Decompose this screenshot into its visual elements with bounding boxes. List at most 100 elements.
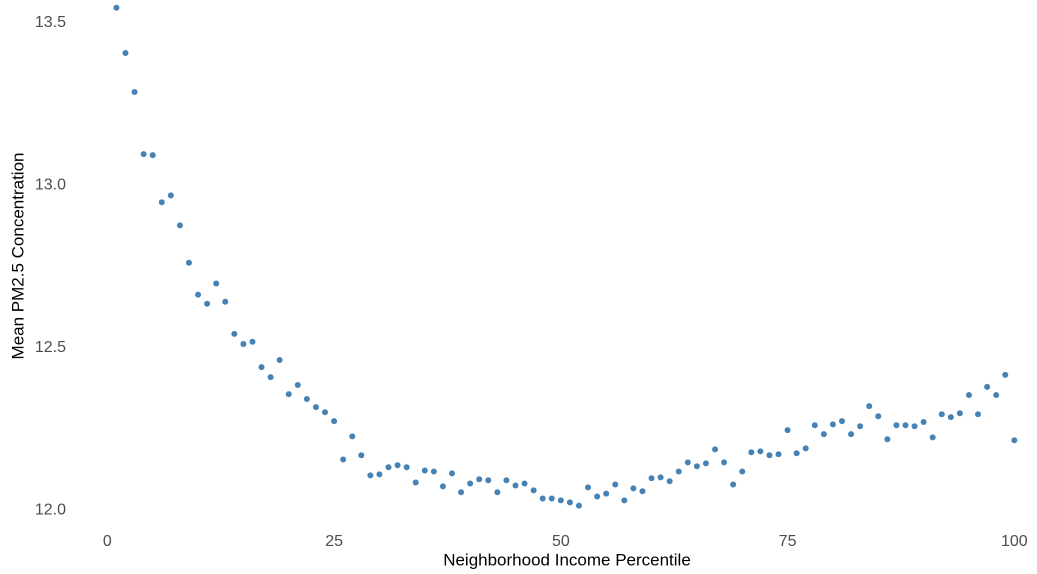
point bbox=[848, 431, 855, 438]
x-axis-title: Neighborhood Income Percentile bbox=[443, 550, 691, 569]
point bbox=[938, 411, 945, 418]
point bbox=[439, 483, 446, 490]
point bbox=[766, 452, 773, 459]
point bbox=[748, 449, 755, 456]
point bbox=[739, 468, 746, 475]
point bbox=[503, 477, 510, 484]
point bbox=[566, 499, 573, 506]
point bbox=[185, 259, 192, 266]
point bbox=[240, 341, 247, 348]
point bbox=[993, 392, 1000, 399]
point bbox=[385, 464, 392, 471]
point bbox=[793, 450, 800, 457]
point bbox=[648, 475, 655, 482]
point bbox=[158, 199, 165, 206]
point bbox=[639, 488, 646, 495]
point bbox=[367, 472, 374, 479]
point bbox=[458, 489, 465, 496]
point bbox=[721, 459, 728, 466]
point bbox=[122, 50, 129, 56]
point bbox=[349, 433, 356, 440]
point bbox=[657, 474, 664, 481]
x-tick-label: 100 bbox=[1001, 533, 1028, 550]
point bbox=[403, 464, 410, 471]
point bbox=[131, 89, 138, 96]
point bbox=[140, 151, 147, 158]
point bbox=[303, 395, 310, 402]
point bbox=[467, 480, 474, 487]
y-tick-label: 13.5 bbox=[35, 14, 66, 31]
point bbox=[476, 476, 483, 483]
x-tick-label: 50 bbox=[552, 533, 570, 550]
point bbox=[820, 431, 827, 438]
point bbox=[585, 484, 592, 491]
point bbox=[630, 485, 637, 492]
point bbox=[430, 468, 437, 475]
point bbox=[712, 446, 719, 453]
point bbox=[258, 364, 265, 371]
y-tick-label: 12.5 bbox=[35, 339, 66, 356]
point bbox=[167, 192, 174, 199]
point bbox=[494, 489, 501, 496]
point bbox=[666, 478, 673, 485]
point bbox=[512, 482, 519, 489]
point bbox=[621, 497, 628, 504]
point bbox=[485, 477, 492, 484]
point bbox=[975, 411, 982, 418]
point bbox=[231, 330, 238, 337]
y-axis-title: Mean PM2.5 Concentration bbox=[8, 153, 27, 360]
point bbox=[267, 374, 274, 381]
point bbox=[294, 381, 301, 388]
point bbox=[929, 434, 936, 441]
point bbox=[204, 300, 211, 307]
point bbox=[539, 495, 546, 502]
point bbox=[730, 481, 737, 488]
point bbox=[702, 460, 709, 467]
point bbox=[249, 338, 256, 345]
point bbox=[213, 280, 220, 287]
point bbox=[113, 4, 120, 11]
point bbox=[965, 392, 972, 399]
point bbox=[1002, 371, 1009, 378]
point bbox=[176, 222, 183, 229]
point bbox=[839, 418, 845, 425]
point bbox=[394, 462, 401, 469]
point bbox=[947, 414, 954, 421]
point bbox=[594, 493, 601, 500]
y-tick-label: 12.0 bbox=[35, 502, 66, 519]
point bbox=[331, 418, 338, 425]
point bbox=[811, 422, 818, 429]
point bbox=[548, 495, 555, 502]
point bbox=[829, 421, 836, 428]
point bbox=[575, 502, 582, 509]
point bbox=[285, 391, 292, 398]
point bbox=[412, 479, 419, 486]
point bbox=[902, 422, 909, 429]
point bbox=[340, 456, 347, 463]
point bbox=[884, 436, 891, 443]
point bbox=[195, 291, 202, 298]
point bbox=[530, 487, 537, 494]
point bbox=[276, 356, 283, 363]
point bbox=[866, 403, 873, 410]
point bbox=[521, 480, 528, 487]
point bbox=[149, 152, 156, 159]
point bbox=[376, 471, 383, 478]
point bbox=[603, 490, 610, 497]
point bbox=[693, 463, 700, 470]
point bbox=[920, 419, 927, 426]
point bbox=[911, 423, 918, 430]
point bbox=[322, 409, 329, 416]
point bbox=[984, 383, 991, 390]
point bbox=[956, 410, 963, 417]
point bbox=[784, 427, 791, 434]
point bbox=[684, 459, 691, 466]
point bbox=[312, 404, 319, 411]
point bbox=[557, 497, 564, 504]
x-tick-label: 25 bbox=[325, 533, 343, 550]
point bbox=[421, 467, 428, 474]
x-tick-label: 0 bbox=[103, 533, 112, 550]
point bbox=[875, 413, 882, 420]
